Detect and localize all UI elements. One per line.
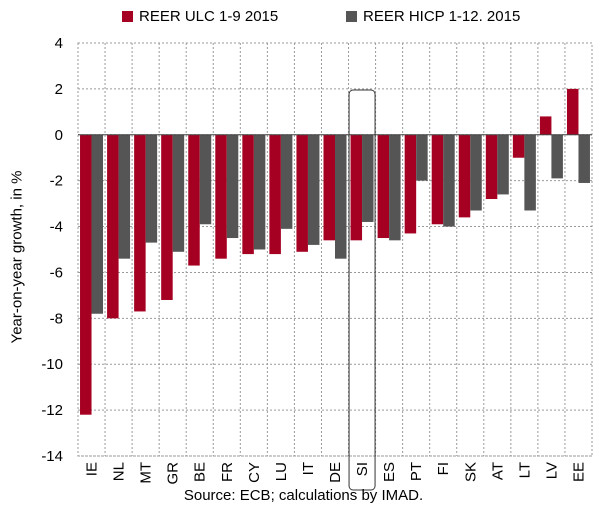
- bar-ee-series-1: [566, 88, 579, 135]
- x-category-label-be: BE: [192, 462, 209, 482]
- bar-lt-series-1: [512, 134, 525, 158]
- bar-ie-series-1: [80, 134, 92, 415]
- bar-si-series-2: [362, 134, 374, 222]
- bar-be-series-1: [188, 134, 200, 266]
- bar-lu-series-2: [280, 134, 293, 229]
- x-category-label-at: AT: [489, 462, 506, 480]
- bar-at-series-1: [485, 134, 498, 200]
- bar-es-series-1: [377, 134, 390, 239]
- x-category-label-gr: GR: [165, 462, 182, 485]
- y-tick-label: 2: [55, 81, 63, 98]
- x-category-label-lv: LV: [543, 462, 560, 479]
- bar-nl-series-1: [107, 134, 119, 319]
- y-tick-label: -6: [50, 264, 63, 281]
- bar-it-series-1: [296, 134, 308, 252]
- x-category-label-es: ES: [381, 462, 398, 482]
- y-tick-label: -4: [50, 219, 63, 236]
- bar-fr-series-2: [226, 134, 239, 239]
- bar-ie-series-2: [91, 134, 104, 314]
- x-category-label-nl: NL: [111, 462, 128, 481]
- x-category-label-lu: LU: [273, 462, 290, 481]
- bar-fr-series-1: [215, 134, 227, 259]
- bar-cy-series-1: [242, 134, 254, 255]
- bar-at-series-2: [497, 134, 509, 195]
- bar-sk-series-2: [470, 134, 482, 211]
- x-category-label-fi: FI: [435, 462, 452, 475]
- legend-swatch-reer-hicp: [346, 11, 357, 22]
- bar-lv-series-2: [551, 134, 563, 179]
- x-category-label-it: IT: [300, 462, 317, 475]
- bar-gr-series-1: [161, 134, 173, 300]
- legend-label-reer-hicp: REER HICP 1-12. 2015: [363, 8, 521, 25]
- y-tick-label: -12: [41, 402, 63, 419]
- bar-be-series-2: [199, 134, 212, 225]
- highlight-box-si: [348, 89, 376, 491]
- bar-pt-series-1: [404, 134, 417, 234]
- x-category-label-de: DE: [327, 462, 344, 483]
- bar-pt-series-2: [416, 134, 428, 181]
- legend-swatch-reer-ulc: [122, 11, 133, 22]
- bar-gr-series-2: [172, 134, 185, 252]
- x-category-label-mt: MT: [138, 462, 155, 484]
- x-category-label-sk: SK: [462, 462, 479, 482]
- bar-lv-series-1: [539, 116, 552, 135]
- bar-it-series-2: [307, 134, 320, 245]
- y-tick-label: -10: [41, 356, 63, 373]
- bar-ee-series-2: [578, 134, 590, 183]
- bar-si-series-1: [350, 134, 363, 241]
- y-tick-label: -8: [50, 310, 63, 327]
- bar-fi-series-2: [443, 134, 455, 227]
- y-tick-label: -14: [41, 448, 63, 465]
- x-category-label-lt: LT: [516, 462, 533, 478]
- bar-sk-series-1: [458, 134, 471, 218]
- plot-border: [77, 42, 593, 457]
- bar-nl-series-2: [118, 134, 131, 259]
- y-tick-label: 0: [55, 127, 63, 144]
- y-tick-label: 4: [55, 35, 63, 52]
- legend-item-reer-ulc: REER ULC 1-9 2015: [122, 8, 278, 25]
- bar-es-series-2: [389, 134, 401, 241]
- y-tick-label: -2: [50, 173, 63, 190]
- bar-de-series-2: [335, 134, 347, 259]
- x-category-label-ee: EE: [570, 462, 587, 482]
- x-category-label-cy: CY: [246, 462, 263, 483]
- x-category-label-fr: FR: [219, 462, 236, 482]
- bar-mt-series-1: [134, 134, 146, 312]
- x-category-label-pt: PT: [408, 462, 425, 481]
- source-note: Source: ECB; calculations by IMAD.: [183, 487, 424, 504]
- legend-item-reer-hicp: REER HICP 1-12. 2015: [346, 8, 520, 25]
- legend-label-reer-ulc: REER ULC 1-9 2015: [139, 8, 279, 25]
- bar-mt-series-2: [145, 134, 158, 243]
- x-category-label-si: SI: [354, 462, 371, 476]
- bar-lu-series-1: [269, 134, 281, 255]
- x-category-label-ie: IE: [84, 462, 101, 476]
- bar-fi-series-1: [431, 134, 444, 225]
- bar-cy-series-2: [253, 134, 266, 250]
- bar-de-series-1: [323, 134, 335, 241]
- bar-lt-series-2: [524, 134, 536, 211]
- legend: REER ULC 1-9 2015 REER HICP 1-12. 2015: [0, 8, 607, 30]
